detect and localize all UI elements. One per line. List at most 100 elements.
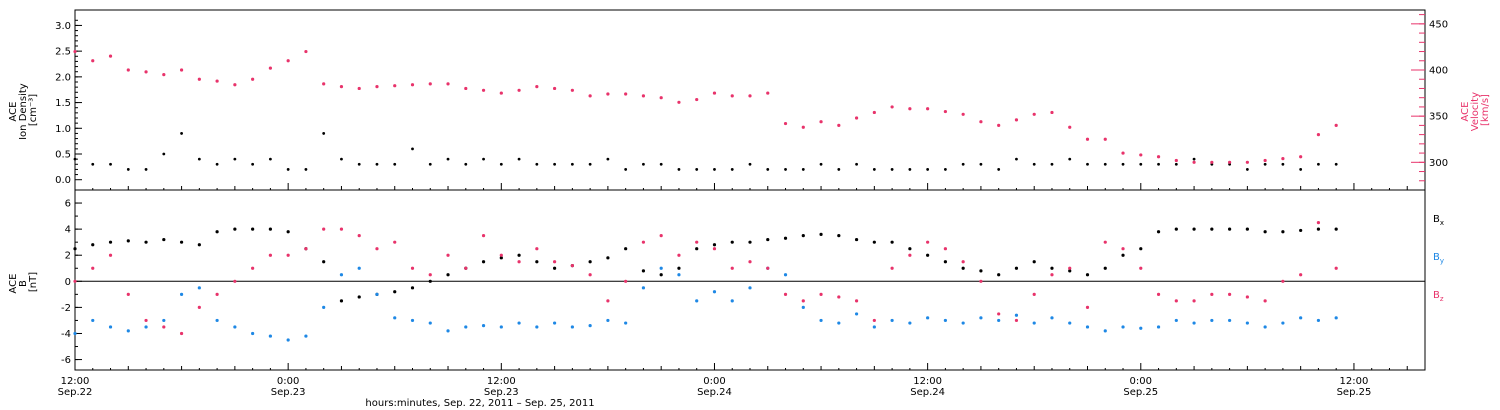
by-point: [1139, 326, 1143, 330]
date-tick-label: Sep.23: [484, 387, 519, 398]
density-point: [855, 162, 858, 166]
velocity-point: [926, 107, 930, 111]
density-point: [872, 168, 876, 171]
bz-point: [1299, 273, 1303, 277]
bottom-panel-frame: [74, 189, 1426, 371]
density-point: [393, 162, 397, 166]
by-point: [997, 318, 1001, 323]
by-point: [73, 331, 77, 336]
bz-point: [872, 318, 876, 323]
density-point: [268, 157, 272, 161]
bx-point: [1334, 227, 1338, 231]
bx-point: [837, 234, 841, 238]
bz-point: [854, 299, 859, 303]
bz-point: [446, 253, 450, 257]
velocity-point: [890, 105, 894, 109]
density-point: [91, 162, 95, 166]
density-point: [499, 162, 503, 166]
field-axis-title: ACE B [nT]: [8, 270, 39, 293]
by-point: [357, 266, 361, 270]
velocity-tick-label: 450: [1429, 19, 1448, 30]
bz-point: [588, 273, 592, 277]
velocity-point: [464, 86, 468, 91]
bz-point: [997, 312, 1001, 316]
density-axis-title-line1: ACE: [8, 102, 19, 122]
bx-point: [943, 260, 947, 264]
by-point: [570, 325, 574, 329]
by-point: [215, 318, 219, 323]
density-point: [180, 132, 183, 135]
density-point: [1263, 162, 1267, 166]
bx-point: [624, 247, 628, 251]
velocity-point: [1085, 137, 1090, 141]
density-point: [357, 162, 361, 166]
bx-point: [179, 240, 184, 244]
by-point: [1085, 325, 1090, 329]
bz-point: [837, 295, 841, 299]
bz-point: [1245, 295, 1249, 299]
bz-point: [943, 247, 947, 251]
bx-point: [1281, 230, 1285, 234]
bz-point: [251, 266, 255, 270]
date-tick-label: Sep.24: [910, 387, 945, 398]
density-point: [322, 132, 326, 135]
bz-point: [428, 273, 432, 277]
density-point: [215, 162, 219, 166]
bz-point: [1014, 318, 1019, 323]
velocity-point: [1068, 125, 1072, 129]
by-point: [783, 273, 788, 277]
by-point: [961, 321, 965, 325]
velocity-point: [1103, 137, 1107, 141]
bz-point: [322, 227, 326, 231]
bx-point: [1139, 247, 1143, 251]
by-point: [659, 266, 663, 270]
density-tick-label: 2.5: [55, 47, 71, 58]
bx-point: [322, 260, 326, 264]
bx-point: [872, 240, 876, 244]
bx-point: [1245, 227, 1249, 231]
velocity-axis-ticks: 300 350 400 450: [1411, 14, 1448, 182]
density-axis-ticks: 0.0 0.5 1.0 1.5 2.0 2.5 3.0: [55, 19, 82, 186]
bz-point: [179, 331, 184, 336]
bx-point: [428, 279, 432, 283]
density-point: [943, 168, 947, 171]
density-point: [1317, 162, 1320, 166]
bz-point: [908, 253, 912, 257]
legend-by-sub: y: [1440, 257, 1444, 265]
date-tick-label: Sep.25: [1123, 387, 1158, 398]
by-point: [1263, 325, 1267, 329]
velocity-point: [446, 82, 450, 86]
bx-point: [979, 269, 983, 273]
bx-point: [73, 247, 77, 251]
by-point: [677, 273, 681, 277]
date-tick-label: Sep.23: [271, 387, 306, 398]
velocity-point: [126, 68, 130, 72]
bx-point: [1156, 230, 1161, 234]
velocity-point: [837, 123, 841, 127]
bz-point: [641, 240, 646, 244]
time-tick-label: 12:00: [913, 376, 942, 387]
density-point: [251, 162, 255, 166]
bz-point: [339, 227, 344, 231]
bz-point: [1334, 266, 1338, 270]
bz-point: [375, 247, 379, 251]
bz-point: [606, 299, 610, 303]
velocity-point: [1014, 118, 1019, 122]
bx-point: [1050, 266, 1054, 270]
density-point: [162, 152, 166, 156]
by-point: [854, 312, 859, 316]
bz-point: [677, 253, 681, 257]
by-point: [1316, 318, 1321, 323]
bz-point: [393, 240, 397, 244]
bx-point: [748, 240, 752, 244]
bz-point: [624, 279, 628, 283]
by-point: [1245, 321, 1249, 325]
density-point: [464, 162, 468, 166]
by-point: [819, 318, 823, 323]
bx-point: [641, 269, 646, 273]
velocity-axis-title-line2: Velocity: [1470, 92, 1481, 131]
bz-point: [695, 240, 699, 244]
density-point: [482, 157, 485, 161]
by-point: [464, 325, 468, 329]
bz-point: [481, 234, 486, 238]
